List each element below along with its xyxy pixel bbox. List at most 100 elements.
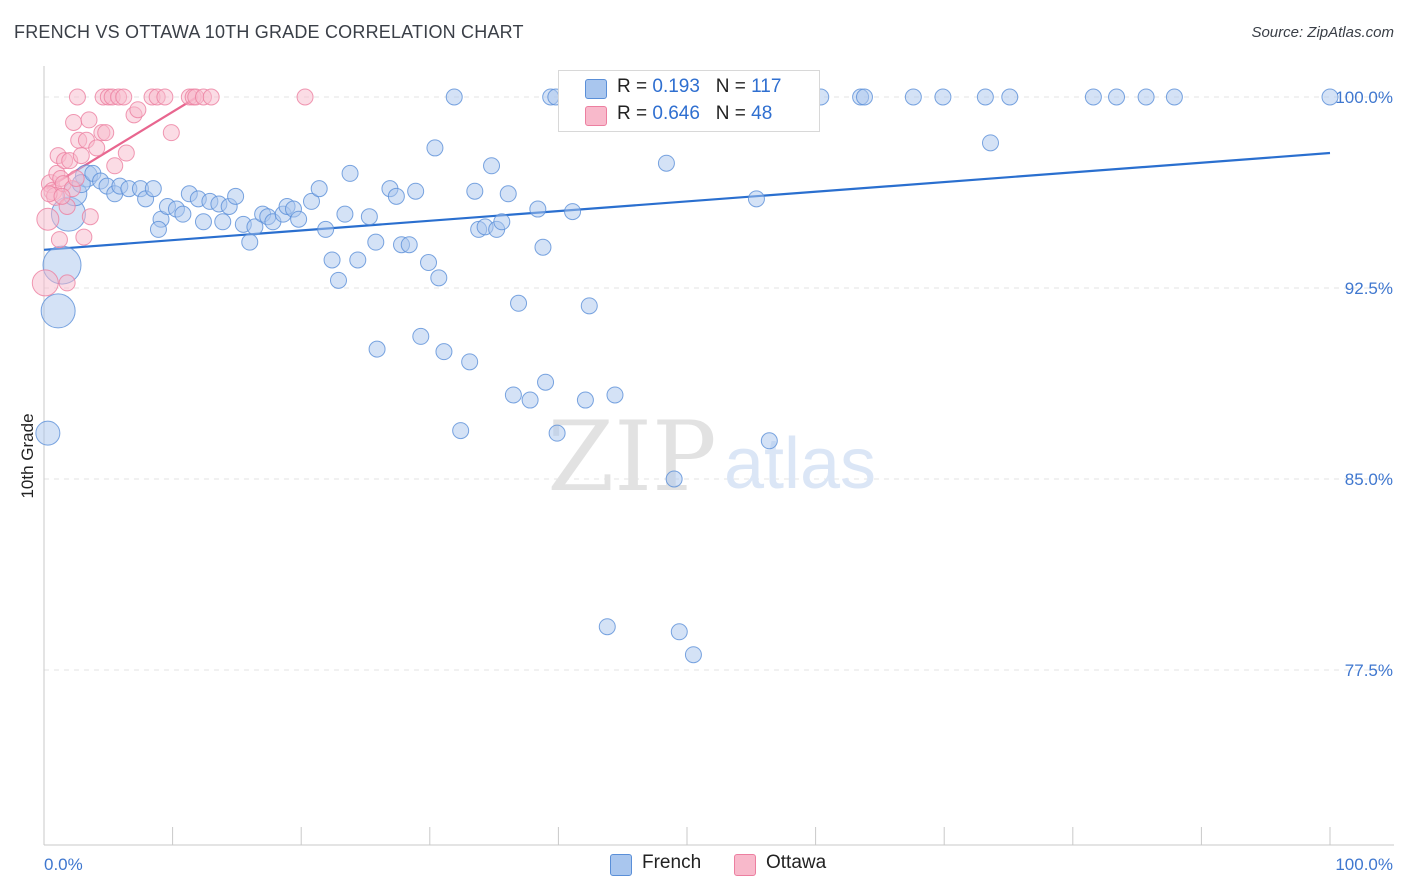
ottawa-point xyxy=(68,88,86,106)
french-point xyxy=(407,182,425,200)
french-point xyxy=(576,391,594,409)
french-point xyxy=(855,88,873,106)
ottawa-point xyxy=(106,157,124,175)
ottawa-point xyxy=(296,88,314,106)
watermark-zip: ZIP xyxy=(547,401,716,513)
french-point xyxy=(40,293,76,329)
french-point xyxy=(1084,88,1102,106)
french-point xyxy=(760,432,778,450)
french-point xyxy=(435,343,453,361)
french-point xyxy=(665,470,683,488)
french-point xyxy=(144,180,162,198)
ottawa-point xyxy=(58,274,76,292)
french-point xyxy=(1137,88,1155,106)
french-point xyxy=(302,192,320,210)
x-tick-label: 100.0% xyxy=(1335,855,1393,874)
ottawa-point xyxy=(202,88,220,106)
ottawa-point xyxy=(129,101,147,119)
french-point xyxy=(349,251,367,269)
french-point xyxy=(521,391,539,409)
french-point xyxy=(445,88,463,106)
french-point xyxy=(499,185,517,203)
stats-legend: R = 0.193 N = 117 R = 0.646 N = 48 xyxy=(558,70,820,132)
french-point xyxy=(246,218,264,236)
french-point xyxy=(241,233,259,251)
r-value: 0.193 xyxy=(652,76,700,97)
french-point xyxy=(452,422,470,440)
ottawa-point xyxy=(65,113,83,131)
french-point xyxy=(904,88,922,106)
french-point xyxy=(564,203,582,221)
french-point xyxy=(341,164,359,182)
ottawa-legend-label: Ottawa xyxy=(766,852,827,873)
french-point xyxy=(323,251,341,269)
french-point xyxy=(1001,88,1019,106)
french-point xyxy=(1165,88,1183,106)
french-point xyxy=(149,220,167,238)
french-point xyxy=(483,157,501,175)
y-tick-label: 92.5% xyxy=(1345,279,1393,298)
french-point xyxy=(504,386,522,404)
french-point xyxy=(534,238,552,256)
french-point xyxy=(329,271,347,289)
french-swatch xyxy=(585,79,607,99)
french-point xyxy=(1321,88,1339,106)
data-points xyxy=(31,88,1339,664)
ottawa-point xyxy=(67,169,85,187)
ottawa-point xyxy=(88,139,106,157)
y-axis-label: 10th Grade xyxy=(18,413,37,498)
french-point xyxy=(461,353,479,371)
legend-stats-french: R = 0.193 N = 117 xyxy=(617,76,781,98)
french-point xyxy=(290,210,308,228)
ottawa-point xyxy=(156,88,174,106)
french-point xyxy=(747,190,765,208)
french-point xyxy=(657,154,675,172)
y-tick-label: 85.0% xyxy=(1345,470,1393,489)
ottawa-point xyxy=(31,269,59,297)
french-point xyxy=(387,187,405,205)
french-point xyxy=(510,294,528,312)
french-point xyxy=(35,420,61,446)
french-point xyxy=(529,200,547,218)
french-point xyxy=(548,424,566,442)
tick-labels: 100.0% 92.5% 85.0% 77.5% 0.0% 100.0% xyxy=(44,88,1393,874)
french-point xyxy=(368,340,386,358)
french-point xyxy=(214,213,232,231)
grid-lines xyxy=(44,96,1394,671)
ottawa-point xyxy=(53,187,71,205)
french-legend-swatch xyxy=(610,854,632,876)
french-point xyxy=(1108,88,1126,106)
r-value: 0.646 xyxy=(652,103,700,124)
french-point xyxy=(227,187,245,205)
french-point xyxy=(426,139,444,157)
ottawa-point xyxy=(50,231,68,249)
french-point xyxy=(580,297,598,315)
n-label: N = xyxy=(715,76,752,97)
ottawa-point xyxy=(81,208,99,226)
french-point xyxy=(934,88,952,106)
french-point xyxy=(174,205,192,223)
french-point xyxy=(360,208,378,226)
x-tick-label: 0.0% xyxy=(44,855,83,874)
french-point xyxy=(430,269,448,287)
r-label: R = xyxy=(617,103,653,124)
ottawa-legend-swatch xyxy=(734,854,756,876)
ottawa-point xyxy=(75,228,93,246)
ottawa-point xyxy=(117,144,135,162)
french-point xyxy=(598,618,616,636)
n-label: N = xyxy=(715,103,752,124)
french-point xyxy=(606,386,624,404)
n-value: 117 xyxy=(751,76,782,97)
r-label: R = xyxy=(617,76,653,97)
french-point xyxy=(420,254,438,272)
ottawa-point xyxy=(115,88,133,106)
french-point xyxy=(317,220,335,238)
watermark-atlas: atlas xyxy=(724,424,876,504)
french-point xyxy=(981,134,999,152)
french-point xyxy=(493,213,511,231)
french-point xyxy=(976,88,994,106)
french-point xyxy=(400,236,418,254)
ottawa-point xyxy=(80,111,98,129)
french-point xyxy=(336,205,354,223)
